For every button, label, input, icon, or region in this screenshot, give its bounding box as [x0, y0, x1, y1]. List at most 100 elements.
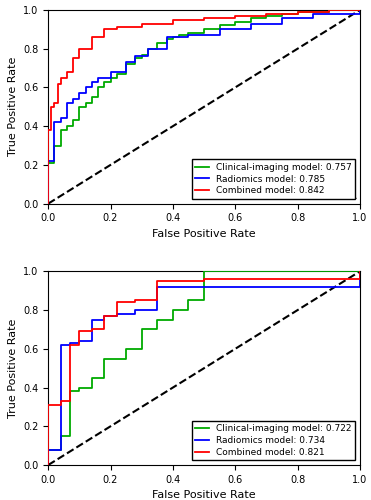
Combined model: 0.842: (0.04, 0.65): 0.842: (0.04, 0.65): [59, 75, 63, 81]
Clinical-imaging model: 0.722: (0, 0.08): 0.722: (0, 0.08): [46, 446, 50, 452]
Radiomics model: 0.785: (0.14, 0.63): 0.785: (0.14, 0.63): [90, 78, 94, 84]
Radiomics model: 0.785: (0.02, 0.42): 0.785: (0.02, 0.42): [52, 120, 57, 126]
Line: Radiomics model: 0.734: Radiomics model: 0.734: [48, 272, 360, 465]
Clinical-imaging model: 0.722: (0.8, 1): 0.722: (0.8, 1): [295, 268, 300, 274]
Clinical-imaging model: 0.722: (0.14, 0.4): 0.722: (0.14, 0.4): [90, 384, 94, 390]
Radiomics model: 0.734: (0.1, 0.64): 0.734: (0.1, 0.64): [77, 338, 82, 344]
Clinical-imaging model: 0.722: (0.35, 0.7): 0.722: (0.35, 0.7): [155, 326, 160, 332]
Radiomics model: 0.734: (0.5, 0.92): 0.734: (0.5, 0.92): [202, 284, 206, 290]
Radiomics model: 0.785: (0.04, 0.42): 0.785: (0.04, 0.42): [59, 120, 63, 126]
Clinical-imaging model: 0.722: (0.35, 0.75): 0.722: (0.35, 0.75): [155, 317, 160, 323]
Combined model: 0.842: (0.5, 0.95): 0.842: (0.5, 0.95): [202, 16, 206, 22]
Clinical-imaging model: 0.722: (0.04, 0.08): 0.722: (0.04, 0.08): [59, 446, 63, 452]
Radiomics model: 0.734: (0, 0.08): 0.734: (0, 0.08): [46, 446, 50, 452]
Radiomics model: 0.734: (0.04, 0.08): 0.734: (0.04, 0.08): [59, 446, 63, 452]
Combined model: 0.842: (0.06, 0.65): 0.842: (0.06, 0.65): [65, 75, 69, 81]
Clinical-imaging model: 0.722: (0.04, 0.15): 0.722: (0.04, 0.15): [59, 433, 63, 439]
Line: Combined model: 0.821: Combined model: 0.821: [48, 272, 360, 465]
Text: B: B: [346, 449, 357, 463]
Radiomics model: 0.734: (0.1, 0.63): 0.734: (0.1, 0.63): [77, 340, 82, 346]
Combined model: 0.821: (0.35, 0.95): 0.821: (0.35, 0.95): [155, 278, 160, 284]
Combined model: 0.842: (0.3, 0.93): 0.842: (0.3, 0.93): [139, 20, 144, 26]
Radiomics model: 0.785: (0.12, 0.57): 0.785: (0.12, 0.57): [83, 90, 88, 96]
Radiomics model: 0.785: (0.16, 0.63): 0.785: (0.16, 0.63): [96, 78, 100, 84]
Line: Clinical-imaging model: 0.722: Clinical-imaging model: 0.722: [48, 272, 360, 465]
Combined model: 0.842: (0.7, 0.97): 0.842: (0.7, 0.97): [264, 13, 269, 19]
Radiomics model: 0.785: (0.1, 0.54): 0.785: (0.1, 0.54): [77, 96, 82, 102]
Clinical-imaging model: 0.722: (0.07, 0.38): 0.722: (0.07, 0.38): [68, 388, 72, 394]
Clinical-imaging model: 0.722: (0.18, 0.45): 0.722: (0.18, 0.45): [102, 375, 106, 381]
Radiomics model: 0.734: (0.8, 0.92): 0.734: (0.8, 0.92): [295, 284, 300, 290]
Combined model: 0.842: (0.1, 0.8): 0.842: (0.1, 0.8): [77, 46, 82, 52]
Clinical-imaging model: 0.722: (0.5, 0.85): 0.722: (0.5, 0.85): [202, 298, 206, 304]
Radiomics model: 0.734: (0.28, 0.8): 0.734: (0.28, 0.8): [133, 307, 138, 313]
Clinical-imaging model: 0.757: (0.4, 0.86): 0.757: (0.4, 0.86): [171, 34, 175, 40]
Radiomics model: 0.785: (0.65, 0.93): 0.785: (0.65, 0.93): [249, 20, 253, 26]
Combined model: 0.842: (0.02, 0.5): 0.842: (0.02, 0.5): [52, 104, 57, 110]
Radiomics model: 0.785: (0.32, 0.8): 0.785: (0.32, 0.8): [146, 46, 150, 52]
Radiomics model: 0.785: (0.06, 0.44): 0.785: (0.06, 0.44): [65, 116, 69, 121]
Radiomics model: 0.734: (1, 1): 0.734: (1, 1): [358, 268, 362, 274]
Radiomics model: 0.734: (0.04, 0.62): 0.734: (0.04, 0.62): [59, 342, 63, 348]
Radiomics model: 0.785: (0.1, 0.57): 0.785: (0.1, 0.57): [77, 90, 82, 96]
Radiomics model: 0.785: (0.14, 0.6): 0.785: (0.14, 0.6): [90, 84, 94, 90]
Radiomics model: 0.785: (0.45, 0.87): 0.785: (0.45, 0.87): [186, 32, 191, 38]
Combined model: 0.821: (0.1, 0.69): 0.821: (0.1, 0.69): [77, 328, 82, 334]
Combined model: 0.842: (0.22, 0.91): 0.842: (0.22, 0.91): [115, 24, 119, 30]
Combined model: 0.842: (0.7, 0.98): 0.842: (0.7, 0.98): [264, 11, 269, 17]
Radiomics model: 0.785: (0, 0.22): 0.785: (0, 0.22): [46, 158, 50, 164]
Radiomics model: 0.785: (0.85, 0.96): 0.785: (0.85, 0.96): [311, 14, 315, 20]
Legend: Clinical-imaging model: 0.722, Radiomics model: 0.734, Combined model: 0.821: Clinical-imaging model: 0.722, Radiomics…: [192, 421, 355, 461]
X-axis label: False Positive Rate: False Positive Rate: [152, 490, 256, 500]
Combined model: 0.842: (0.04, 0.62): 0.842: (0.04, 0.62): [59, 80, 63, 86]
Combined model: 0.842: (0.22, 0.9): 0.842: (0.22, 0.9): [115, 26, 119, 32]
Radiomics model: 0.785: (0.08, 0.54): 0.785: (0.08, 0.54): [71, 96, 75, 102]
Clinical-imaging model: 0.722: (0.7, 1): 0.722: (0.7, 1): [264, 268, 269, 274]
Y-axis label: True Positive Rate: True Positive Rate: [7, 57, 17, 156]
Clinical-imaging model: 0.722: (0.3, 0.7): 0.722: (0.3, 0.7): [139, 326, 144, 332]
Combined model: 0.842: (0.4, 0.95): 0.842: (0.4, 0.95): [171, 16, 175, 22]
Clinical-imaging model: 0.722: (0.9, 1): 0.722: (0.9, 1): [326, 268, 331, 274]
Combined model: 0.821: (0.1, 0.62): 0.821: (0.1, 0.62): [77, 342, 82, 348]
Clinical-imaging model: 0.722: (0.45, 0.85): 0.722: (0.45, 0.85): [186, 298, 191, 304]
Text: A: A: [346, 188, 357, 202]
Radiomics model: 0.734: (0, 0): 0.734: (0, 0): [46, 462, 50, 468]
Radiomics model: 0.785: (0.65, 0.9): 0.785: (0.65, 0.9): [249, 26, 253, 32]
Combined model: 0.842: (1, 1): 0.842: (1, 1): [358, 7, 362, 13]
X-axis label: False Positive Rate: False Positive Rate: [152, 229, 256, 239]
Radiomics model: 0.734: (0.35, 0.8): 0.734: (0.35, 0.8): [155, 307, 160, 313]
Clinical-imaging model: 0.722: (0, 0): 0.722: (0, 0): [46, 462, 50, 468]
Combined model: 0.842: (0.18, 0.9): 0.842: (0.18, 0.9): [102, 26, 106, 32]
Radiomics model: 0.734: (0.28, 0.78): 0.734: (0.28, 0.78): [133, 311, 138, 317]
Combined model: 0.821: (0.07, 0.33): 0.821: (0.07, 0.33): [68, 398, 72, 404]
Combined model: 0.842: (0, 0.38): 0.842: (0, 0.38): [46, 127, 50, 133]
Clinical-imaging model: 0.722: (0.4, 0.75): 0.722: (0.4, 0.75): [171, 317, 175, 323]
Clinical-imaging model: 0.722: (0.1, 0.38): 0.722: (0.1, 0.38): [77, 388, 82, 394]
Radiomics model: 0.785: (0.28, 0.73): 0.785: (0.28, 0.73): [133, 60, 138, 66]
Combined model: 0.842: (0.6, 0.96): 0.842: (0.6, 0.96): [233, 14, 237, 20]
Radiomics model: 0.785: (0.38, 0.8): 0.785: (0.38, 0.8): [164, 46, 169, 52]
Radiomics model: 0.785: (0.02, 0.22): 0.785: (0.02, 0.22): [52, 158, 57, 164]
Combined model: 0.821: (1, 0.96): 0.821: (1, 0.96): [358, 276, 362, 282]
Combined model: 0.842: (0.3, 0.91): 0.842: (0.3, 0.91): [139, 24, 144, 30]
Radiomics model: 0.785: (0.75, 0.96): 0.785: (0.75, 0.96): [280, 14, 284, 20]
Clinical-imaging model: 0.722: (0.3, 0.6): 0.722: (0.3, 0.6): [139, 346, 144, 352]
Radiomics model: 0.785: (0.16, 0.65): 0.785: (0.16, 0.65): [96, 75, 100, 81]
Clinical-imaging model: 0.722: (0.25, 0.55): 0.722: (0.25, 0.55): [124, 356, 128, 362]
Radiomics model: 0.785: (0.08, 0.52): 0.785: (0.08, 0.52): [71, 100, 75, 106]
Combined model: 0.821: (0.04, 0.33): 0.821: (0.04, 0.33): [59, 398, 63, 404]
Radiomics model: 0.734: (0.07, 0.63): 0.734: (0.07, 0.63): [68, 340, 72, 346]
Combined model: 0.842: (0.1, 0.75): 0.842: (0.1, 0.75): [77, 56, 82, 62]
Combined model: 0.842: (0.5, 0.96): 0.842: (0.5, 0.96): [202, 14, 206, 20]
Clinical-imaging model: 0.722: (0.25, 0.6): 0.722: (0.25, 0.6): [124, 346, 128, 352]
Radiomics model: 0.785: (0.2, 0.65): 0.785: (0.2, 0.65): [108, 75, 113, 81]
Clinical-imaging model: 0.757: (0.2, 0.63): 0.757: (0.2, 0.63): [108, 78, 113, 84]
Radiomics model: 0.785: (1, 1): 0.785: (1, 1): [358, 7, 362, 13]
Radiomics model: 0.785: (0.25, 0.73): 0.785: (0.25, 0.73): [124, 60, 128, 66]
Combined model: 0.821: (0.07, 0.62): 0.821: (0.07, 0.62): [68, 342, 72, 348]
Clinical-imaging model: 0.757: (0.1, 0.43): 0.757: (0.1, 0.43): [77, 118, 82, 124]
Combined model: 0.821: (0.22, 0.84): 0.821: (0.22, 0.84): [115, 300, 119, 306]
Combined model: 0.821: (0.35, 0.85): 0.821: (0.35, 0.85): [155, 298, 160, 304]
Combined model: 0.842: (0.06, 0.68): 0.842: (0.06, 0.68): [65, 69, 69, 75]
Combined model: 0.821: (0.7, 0.96): 0.821: (0.7, 0.96): [264, 276, 269, 282]
